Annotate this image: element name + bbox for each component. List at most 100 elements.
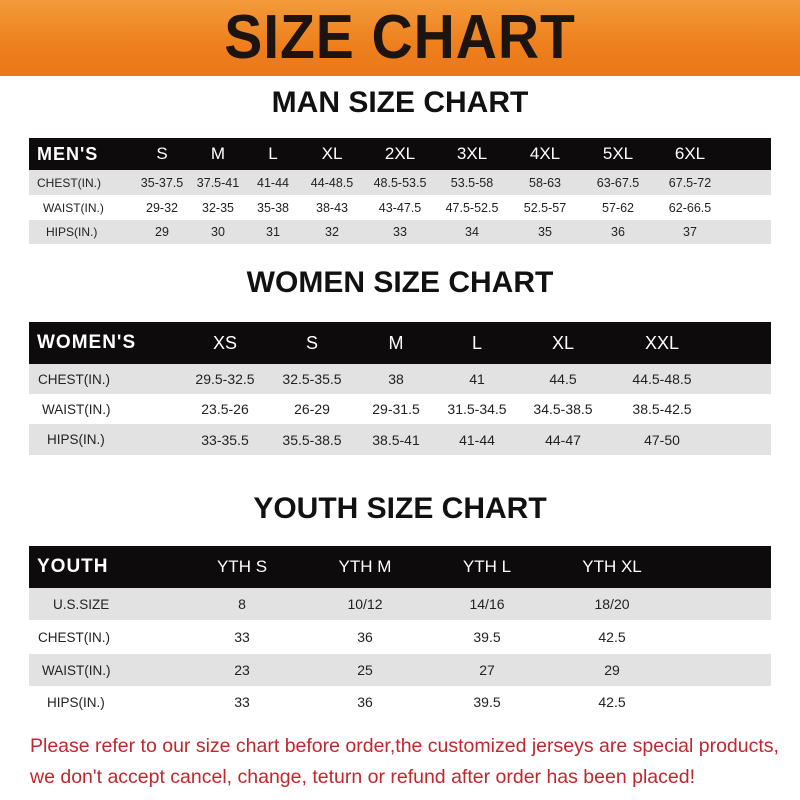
measurement-label: U.S.SIZE [53, 596, 110, 612]
measurement-value: 36 [357, 694, 373, 710]
measurement-value: 29-31.5 [372, 401, 420, 417]
size-column-header: XL [321, 144, 343, 163]
measurement-value: 53.5-58 [450, 175, 494, 190]
measurement-value: 44.5-48.5 [632, 371, 692, 387]
measurement-label: HIPS(IN.) [46, 225, 98, 239]
measurement-label: CHEST(IN.) [38, 371, 110, 387]
measurement-label: WAIST(IN.) [42, 662, 111, 678]
size-column-header: YTH M [338, 557, 392, 576]
measurement-value: 35 [538, 225, 552, 239]
youth-header-row: YOUTH YTH S YTH M YTH L YTH XL [29, 546, 771, 588]
measurement-value: 62-66.5 [668, 200, 712, 215]
table-header-label: WOMEN'S [37, 332, 137, 353]
measurement-label: HIPS(IN.) [47, 432, 105, 447]
measurement-value: 27 [479, 662, 495, 678]
measurement-value: 14/16 [469, 596, 505, 612]
size-column-header: 2XL [384, 144, 416, 163]
size-column-header: XXL [644, 332, 680, 353]
size-column-header: YTH XL [582, 557, 642, 576]
measurement-value: 23 [234, 662, 250, 678]
size-column-header: S [305, 332, 319, 353]
measurement-value: 18/20 [594, 596, 630, 612]
disclaimer-line-1: Please refer to our size chart before or… [30, 735, 779, 757]
measurement-value: 35-38 [257, 200, 289, 215]
size-column-header: M [210, 144, 226, 163]
measurement-value: 41-44 [257, 175, 289, 190]
men-header-row: MEN'S S M L XL 2XL 3XL 4XL 5XL 6XL [29, 138, 771, 170]
measurement-value: 63-67.5 [596, 175, 640, 190]
banner-title: SIZE CHART [224, 3, 576, 72]
measurement-value: 43-47.5 [378, 200, 422, 215]
measurement-label: HIPS(IN.) [47, 694, 105, 710]
measurement-label: CHEST(IN.) [37, 175, 101, 190]
table-row: CHEST(IN.) 33 36 39.5 42.5 [29, 620, 771, 654]
measurement-value: 8 [238, 596, 246, 612]
size-column-header: L [268, 144, 278, 163]
table-row: CHEST(IN.) 35-37.5 37.5-41 41-44 44-48.5 48.5… [29, 170, 771, 195]
size-column-header: YTH L [462, 557, 512, 576]
measurement-value: 29 [604, 662, 620, 678]
measurement-value: 47.5-52.5 [445, 200, 499, 215]
table-row: HIPS(IN.) 29 30 31 32 33 34 35 36 37 [29, 220, 771, 244]
size-column-header: 5XL [602, 144, 634, 163]
measurement-value: 32-35 [202, 200, 234, 215]
table-row: HIPS(IN.) 33 36 39.5 42.5 [29, 686, 771, 718]
women-header-row: WOMEN'S XS S M L XL XXL [29, 322, 771, 364]
measurement-value: 29 [155, 225, 169, 239]
measurement-value: 33-35.5 [201, 431, 249, 448]
measurement-value: 10/12 [347, 596, 383, 612]
table-row: WAIST(IN.) 29-32 32-35 35-38 38-43 43-47.5 47.… [29, 195, 771, 220]
disclaimer-line-2: we don't accept cancel, change, teturn o… [30, 766, 695, 788]
measurement-value: 57-62 [602, 200, 634, 215]
measurement-value: 26-29 [294, 401, 330, 417]
measurement-value: 23.5-26 [201, 401, 249, 417]
measurement-value: 29-32 [146, 200, 178, 215]
table-header-label: YOUTH [37, 556, 109, 577]
measurement-value: 47-50 [644, 431, 680, 448]
measurement-value: 39.5 [473, 629, 501, 645]
size-column-header: 6XL [674, 144, 706, 163]
measurement-value: 31 [266, 225, 280, 239]
measurement-label: WAIST(IN.) [42, 401, 111, 417]
measurement-value: 38-43 [316, 200, 348, 215]
measurement-value: 38 [388, 371, 404, 387]
table-row: WAIST(IN.) 23 25 27 29 [29, 654, 771, 686]
size-column-header: YTH S [216, 557, 268, 576]
disclaimer-note: Please refer to our size chart before or… [30, 731, 790, 793]
table-row: U.S.SIZE 8 10/12 14/16 18/20 [29, 588, 771, 620]
measurement-value: 44-48.5 [310, 175, 354, 190]
measurement-value: 34.5-38.5 [533, 401, 593, 417]
measurement-value: 32.5-35.5 [282, 371, 342, 387]
measurement-value: 44.5 [549, 371, 577, 387]
table-row: WAIST(IN.) 23.5-26 26-29 29-31.5 31.5-34.5 34… [29, 394, 771, 424]
table-header-label: MEN'S [37, 143, 99, 164]
measurement-value: 44-47 [545, 431, 581, 448]
measurement-value: 30 [211, 225, 225, 239]
size-column-header: XL [551, 332, 575, 353]
measurement-value: 36 [357, 629, 373, 645]
measurement-value: 52.5-57 [523, 200, 567, 215]
measurement-value: 35-37.5 [140, 175, 184, 190]
banner: SIZE CHART [0, 0, 800, 76]
measurement-value: 67.5-72 [668, 175, 712, 190]
table-row: CHEST(IN.) 29.5-32.5 32.5-35.5 38 41 44.5 44.5… [29, 364, 771, 394]
measurement-value: 42.5 [598, 629, 626, 645]
measurement-value: 41 [469, 371, 485, 387]
measurement-value: 38.5-42.5 [632, 401, 692, 417]
measurement-value: 31.5-34.5 [447, 401, 507, 417]
youth-section-title: YOUTH SIZE CHART [253, 492, 547, 525]
measurement-value: 32 [325, 225, 339, 239]
measurement-value: 37 [683, 225, 697, 239]
measurement-label: WAIST(IN.) [43, 200, 104, 215]
measurement-value: 33 [393, 225, 407, 239]
measurement-value: 25 [357, 662, 373, 678]
measurement-value: 48.5-53.5 [373, 175, 427, 190]
measurement-value: 34 [465, 225, 479, 239]
men-size-table: MEN'S S M L XL 2XL 3XL 4XL 5XL 6XL CHEST(IN.) 35-37… [29, 138, 771, 244]
measurement-label: CHEST(IN.) [38, 629, 110, 645]
size-column-header: M [388, 332, 404, 353]
women-size-table: WOMEN'S XS S M L XL XXL CHEST(IN.) 29.5-32.5 32.5… [29, 322, 771, 455]
size-column-header: S [156, 144, 168, 163]
measurement-value: 29.5-32.5 [195, 371, 255, 387]
women-section-title: WOMEN SIZE CHART [246, 266, 554, 299]
